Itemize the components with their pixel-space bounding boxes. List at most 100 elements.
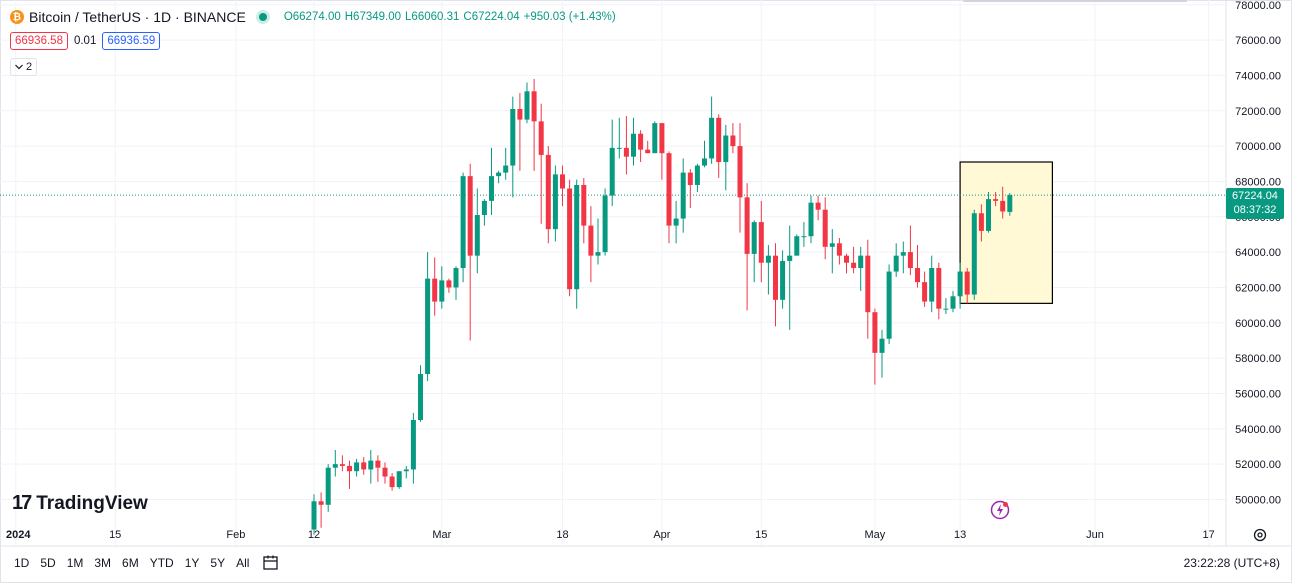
candle-body[interactable] [801, 236, 807, 238]
candle-body[interactable] [680, 172, 686, 219]
candle-body[interactable] [758, 222, 764, 263]
candle-body[interactable] [389, 476, 395, 488]
candle-body[interactable] [517, 108, 523, 120]
candle-body[interactable] [623, 147, 629, 157]
candle-body[interactable] [900, 252, 906, 256]
candle-body[interactable] [964, 271, 970, 295]
candle-body[interactable] [368, 460, 374, 470]
candle-body[interactable] [574, 184, 580, 290]
candle-body[interactable] [730, 135, 736, 147]
candle-body[interactable] [432, 278, 438, 302]
candle-body[interactable] [545, 154, 551, 230]
candle-body[interactable] [950, 296, 956, 309]
timeframe-ytd[interactable]: YTD [149, 556, 174, 570]
candle-body[interactable] [560, 174, 565, 189]
candle-body[interactable] [929, 268, 935, 302]
candle-body[interactable] [439, 280, 445, 302]
candle-body[interactable] [503, 165, 509, 173]
candle-body[interactable] [815, 202, 821, 210]
candle-body[interactable] [836, 243, 842, 256]
candle-body[interactable] [844, 255, 849, 263]
candle-body[interactable] [595, 252, 601, 256]
candle-body[interactable] [716, 117, 722, 163]
candle-body[interactable] [986, 199, 991, 231]
candle-body[interactable] [773, 255, 778, 300]
candle-body[interactable] [822, 209, 828, 247]
candle-body[interactable] [609, 147, 615, 196]
candle-body[interactable] [879, 338, 885, 353]
candle-body[interactable] [858, 255, 864, 269]
candle-body[interactable] [744, 197, 750, 254]
candle-body[interactable] [311, 501, 317, 530]
candle-body[interactable] [971, 213, 977, 295]
candle-body[interactable] [709, 117, 715, 159]
candle-body[interactable] [893, 255, 899, 272]
sell-price-button[interactable]: 66936.58 [10, 32, 68, 50]
timeframe-all[interactable]: All [236, 556, 250, 570]
timeframe-5d[interactable]: 5D [40, 556, 56, 570]
candle-body[interactable] [765, 255, 771, 263]
drawing-toolbar-handle[interactable] [963, 0, 1187, 2]
candle-body[interactable] [588, 225, 594, 256]
candle-body[interactable] [1007, 195, 1013, 212]
gear-icon[interactable] [1252, 527, 1268, 543]
candle-body[interactable] [659, 123, 665, 154]
symbol-title[interactable]: Bitcoin / TetherUS · 1D · BINANCE [29, 9, 246, 25]
candle-body[interactable] [666, 153, 672, 226]
candle-body[interactable] [332, 464, 338, 468]
candle-body[interactable] [936, 268, 942, 309]
candle-body[interactable] [673, 218, 679, 226]
candle-body[interactable] [375, 460, 381, 468]
candle-body[interactable] [496, 172, 502, 177]
candle-body[interactable] [347, 465, 352, 472]
candle-body[interactable] [354, 462, 360, 472]
timeframe-5y[interactable]: 5Y [210, 556, 226, 570]
candle-body[interactable] [339, 464, 345, 466]
candle-body[interactable] [524, 91, 530, 120]
candle-body[interactable] [631, 133, 636, 157]
candle-body[interactable] [403, 469, 409, 472]
timeframe-1y[interactable]: 1Y [184, 556, 200, 570]
candle-body[interactable] [616, 147, 622, 149]
candle-body[interactable] [446, 280, 452, 288]
candle-body[interactable] [425, 278, 431, 375]
candle-body[interactable] [489, 176, 494, 201]
candle-body[interactable] [361, 462, 367, 470]
candle-body[interactable] [687, 172, 693, 185]
candle-body[interactable] [581, 184, 587, 226]
candle-body[interactable] [396, 471, 402, 488]
candle-body[interactable] [460, 176, 466, 269]
candle-body[interactable] [787, 255, 793, 261]
candle-body[interactable] [481, 200, 487, 216]
candle-body[interactable] [957, 271, 963, 297]
candle-body[interactable] [1000, 200, 1006, 212]
candle-body[interactable] [467, 176, 473, 256]
candle-body[interactable] [602, 195, 608, 253]
candle-body[interactable] [993, 199, 999, 201]
candle-body[interactable] [531, 91, 537, 122]
timeframe-1d[interactable]: 1D [14, 556, 30, 570]
candle-body[interactable] [922, 282, 928, 302]
candle-body[interactable] [886, 271, 892, 339]
candle-body[interactable] [865, 255, 871, 313]
candle-body[interactable] [567, 188, 573, 290]
candle-body[interactable] [694, 165, 700, 185]
candle-body[interactable] [382, 467, 388, 477]
candle-body[interactable] [410, 419, 416, 470]
candle-body[interactable] [943, 308, 949, 310]
candle-body[interactable] [552, 174, 558, 230]
candle-body[interactable] [510, 108, 516, 166]
calendar-icon[interactable] [262, 554, 280, 572]
clock-timezone[interactable]: 23:22:28 (UTC+8) [1183, 556, 1280, 570]
candle-body[interactable] [418, 374, 423, 420]
candle-body[interactable] [702, 158, 707, 166]
candle-body[interactable] [851, 262, 857, 269]
candle-body[interactable] [751, 222, 757, 254]
candle-body[interactable] [325, 467, 331, 505]
candle-body[interactable] [474, 215, 480, 256]
candle-body[interactable] [978, 213, 984, 231]
candle-body[interactable] [652, 123, 658, 154]
bolt-icon[interactable] [990, 500, 1010, 520]
candle-body[interactable] [794, 236, 800, 256]
